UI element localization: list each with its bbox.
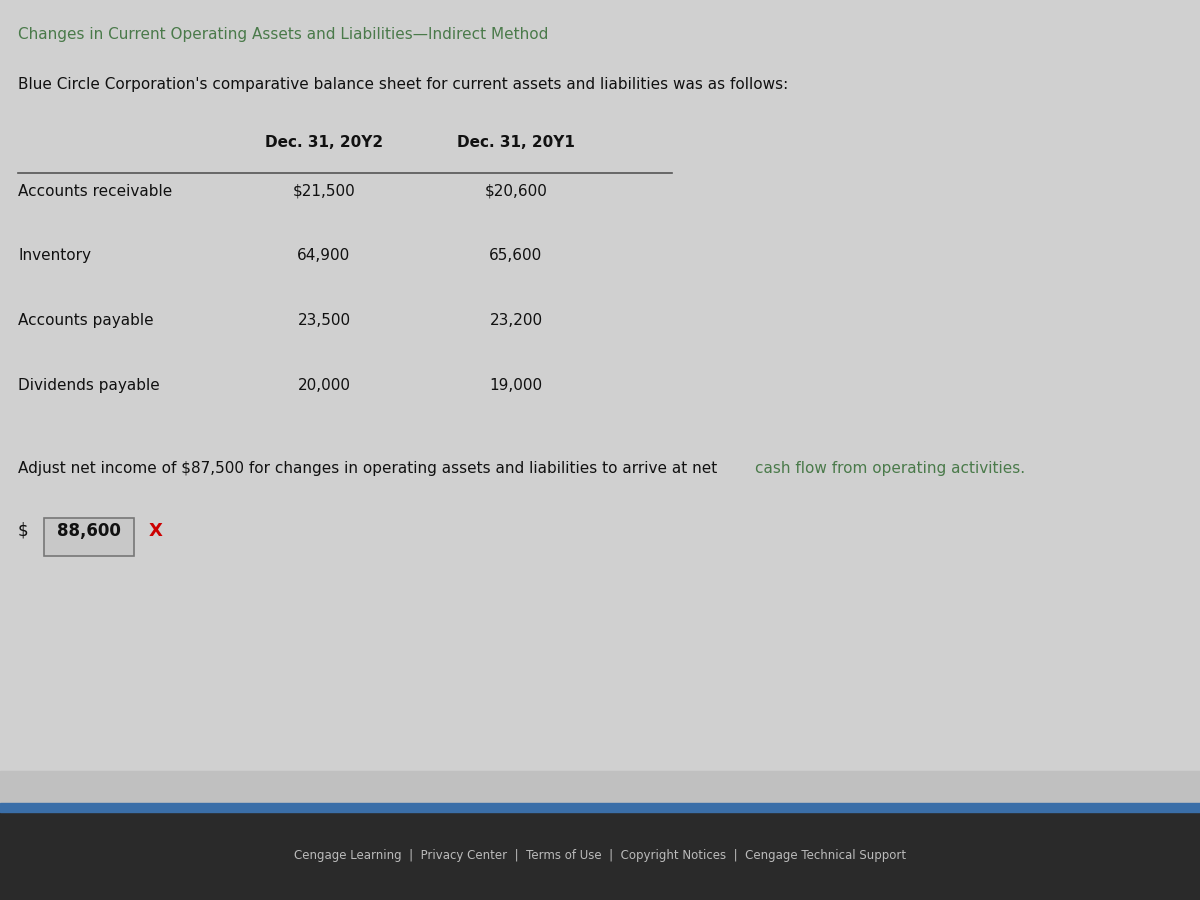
Text: Cengage Learning  |  Privacy Center  |  Terms of Use  |  Copyright Notices  |  C: Cengage Learning | Privacy Center | Term… <box>294 850 906 862</box>
Text: Accounts receivable: Accounts receivable <box>18 184 173 199</box>
Text: 64,900: 64,900 <box>298 248 350 264</box>
Text: 19,000: 19,000 <box>490 378 542 393</box>
Text: Dec. 31, 20Y1: Dec. 31, 20Y1 <box>457 135 575 150</box>
Text: Dec. 31, 20Y2: Dec. 31, 20Y2 <box>265 135 383 150</box>
Text: 23,500: 23,500 <box>298 313 350 328</box>
Text: Blue Circle Corporation's comparative balance sheet for current assets and liabi: Blue Circle Corporation's comparative ba… <box>18 76 788 92</box>
Text: $: $ <box>18 522 29 540</box>
Text: X: X <box>149 522 163 540</box>
Text: 20,000: 20,000 <box>298 378 350 393</box>
Text: $20,600: $20,600 <box>485 184 547 199</box>
Text: Adjust net income of $87,500 for changes in operating assets and liabilities to : Adjust net income of $87,500 for changes… <box>18 461 722 476</box>
Text: 65,600: 65,600 <box>490 248 542 264</box>
Text: Dividends payable: Dividends payable <box>18 378 160 393</box>
Text: Accounts payable: Accounts payable <box>18 313 154 328</box>
Bar <box>0 803 1200 812</box>
FancyBboxPatch shape <box>44 518 134 556</box>
Text: Inventory: Inventory <box>18 248 91 264</box>
Text: Changes in Current Operating Assets and Liabilities—Indirect Method: Changes in Current Operating Assets and … <box>18 27 548 42</box>
Text: cash flow from operating activities.: cash flow from operating activities. <box>755 461 1025 476</box>
Text: $21,500: $21,500 <box>293 184 355 199</box>
Bar <box>0 771 1200 806</box>
Bar <box>0 812 1200 900</box>
Text: 88,600: 88,600 <box>58 522 121 540</box>
Text: 23,200: 23,200 <box>490 313 542 328</box>
